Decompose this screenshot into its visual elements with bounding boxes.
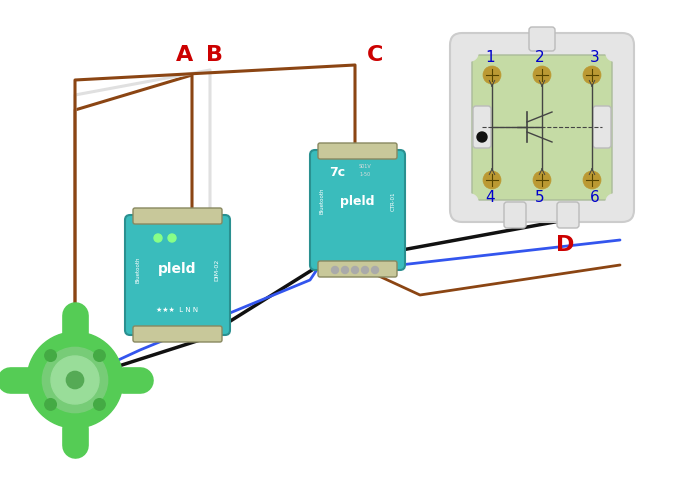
FancyBboxPatch shape — [318, 143, 397, 159]
Circle shape — [533, 171, 551, 189]
FancyBboxPatch shape — [133, 326, 222, 342]
Circle shape — [45, 350, 56, 361]
Circle shape — [168, 234, 176, 242]
Text: pleld: pleld — [340, 195, 374, 208]
FancyBboxPatch shape — [504, 202, 526, 228]
FancyBboxPatch shape — [450, 33, 634, 222]
Circle shape — [483, 66, 501, 84]
Text: D: D — [556, 235, 574, 255]
Circle shape — [462, 194, 478, 210]
Circle shape — [583, 66, 601, 84]
Circle shape — [45, 398, 56, 410]
FancyBboxPatch shape — [318, 261, 397, 277]
Text: ★★★  L N N: ★★★ L N N — [156, 307, 199, 313]
FancyBboxPatch shape — [310, 150, 405, 270]
Text: Bluetooth: Bluetooth — [319, 188, 325, 214]
Text: DIM-02: DIM-02 — [214, 258, 220, 281]
Circle shape — [66, 371, 83, 389]
FancyBboxPatch shape — [473, 106, 491, 148]
Circle shape — [154, 234, 162, 242]
Text: CTR-01: CTR-01 — [391, 192, 395, 211]
Text: 1: 1 — [485, 50, 495, 64]
FancyBboxPatch shape — [593, 106, 611, 148]
Circle shape — [462, 45, 478, 61]
Circle shape — [342, 266, 349, 274]
FancyBboxPatch shape — [529, 27, 555, 51]
Circle shape — [332, 266, 339, 274]
Text: 2: 2 — [536, 50, 545, 64]
FancyBboxPatch shape — [133, 208, 222, 224]
FancyBboxPatch shape — [557, 202, 579, 228]
Circle shape — [43, 347, 108, 413]
FancyBboxPatch shape — [125, 215, 230, 335]
Circle shape — [583, 171, 601, 189]
Circle shape — [606, 45, 622, 61]
Text: 3: 3 — [590, 50, 600, 64]
Text: 7c: 7c — [329, 166, 345, 180]
FancyBboxPatch shape — [472, 55, 612, 200]
Text: pleld: pleld — [158, 262, 197, 277]
Circle shape — [477, 132, 487, 142]
Text: S01V: S01V — [358, 164, 372, 169]
Circle shape — [27, 332, 123, 428]
Circle shape — [66, 315, 83, 332]
Text: 4: 4 — [485, 191, 495, 205]
Circle shape — [361, 266, 368, 274]
Circle shape — [483, 171, 501, 189]
Text: 1-50: 1-50 — [359, 172, 370, 178]
Text: A: A — [176, 45, 194, 65]
Circle shape — [10, 371, 27, 389]
Text: 5: 5 — [536, 191, 545, 205]
Circle shape — [51, 356, 99, 404]
Circle shape — [533, 66, 551, 84]
Text: 6: 6 — [590, 191, 600, 205]
Circle shape — [94, 398, 105, 410]
Circle shape — [351, 266, 358, 274]
Circle shape — [372, 266, 379, 274]
Text: C: C — [367, 45, 383, 65]
Circle shape — [94, 350, 105, 361]
Circle shape — [606, 194, 622, 210]
Circle shape — [66, 428, 83, 445]
Circle shape — [122, 371, 140, 389]
Text: Bluetooth: Bluetooth — [136, 256, 141, 283]
Text: B: B — [206, 45, 223, 65]
